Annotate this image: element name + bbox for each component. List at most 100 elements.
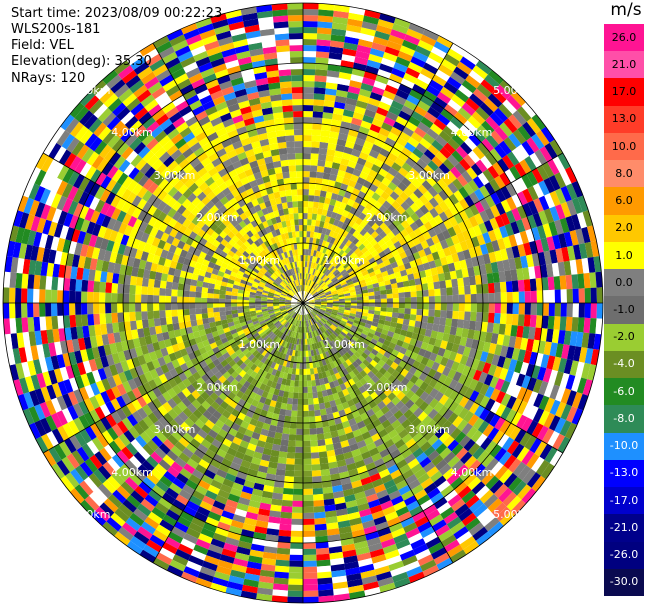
range-gate — [358, 336, 366, 343]
range-gate — [446, 76, 462, 90]
velocity-gates — [3, 3, 603, 603]
range-gate — [343, 327, 350, 333]
range-gate — [539, 444, 553, 460]
range-gate — [314, 75, 327, 83]
range-gate — [314, 69, 328, 77]
range-gate — [399, 251, 408, 260]
range-gate — [346, 134, 357, 144]
range-gate — [403, 99, 417, 111]
range-gate — [465, 238, 475, 250]
range-gate — [575, 258, 584, 275]
range-gate — [506, 303, 513, 314]
range-gate — [171, 289, 178, 297]
range-gate — [195, 291, 202, 298]
range-gate — [304, 285, 306, 292]
range-gate — [524, 291, 531, 303]
range-gate — [423, 246, 432, 256]
range-gate — [315, 286, 321, 291]
range-gate — [291, 518, 303, 525]
range-gate — [409, 314, 417, 321]
range-gate — [348, 363, 356, 371]
range-gate — [468, 378, 479, 391]
range-gate — [378, 392, 388, 401]
range-gate — [338, 304, 345, 308]
range-gate — [464, 137, 477, 151]
range-gate — [306, 292, 311, 299]
range-gate — [421, 180, 433, 191]
range-gate — [321, 317, 328, 322]
range-gate — [280, 439, 289, 447]
range-gate — [448, 216, 458, 227]
range-gate — [400, 329, 408, 337]
range-gate — [334, 345, 341, 352]
range-gate — [352, 361, 360, 369]
range-gate — [314, 316, 320, 322]
range-gate — [343, 273, 350, 279]
range-gate — [81, 279, 89, 292]
range-gate — [9, 272, 17, 288]
range-gate — [362, 303, 369, 307]
range-gate — [447, 182, 459, 194]
range-gate — [369, 183, 379, 193]
range-gate — [589, 318, 597, 334]
range-gate — [372, 355, 381, 364]
range-gate — [313, 105, 324, 113]
range-gate — [305, 273, 308, 280]
range-gate — [352, 344, 359, 352]
range-gate — [332, 307, 339, 311]
range-gate — [428, 303, 435, 310]
range-gate — [316, 553, 330, 561]
range-gate — [344, 140, 355, 149]
range-gate — [326, 70, 340, 78]
range-gate — [348, 235, 356, 243]
range-gate — [380, 191, 390, 201]
range-gate — [312, 292, 319, 297]
range-gate — [567, 345, 576, 361]
range-gate — [577, 393, 589, 411]
range-gate — [141, 294, 148, 303]
range-gate — [313, 307, 320, 312]
range-gate — [482, 293, 489, 303]
range-gate — [394, 157, 406, 168]
range-gate — [526, 171, 539, 186]
range-gate — [401, 39, 418, 51]
range-gate — [303, 219, 308, 226]
range-gate — [480, 437, 493, 451]
range-gate — [159, 287, 166, 296]
range-gate — [326, 148, 336, 157]
range-gate — [344, 36, 360, 45]
range-gate — [299, 368, 303, 375]
range-gate — [454, 162, 467, 175]
range-gate — [476, 142, 490, 156]
range-gate — [316, 171, 324, 179]
range-gate — [375, 246, 384, 254]
range-gate — [306, 267, 309, 274]
range-gate — [356, 303, 363, 307]
range-gate — [355, 311, 363, 316]
range-gate — [549, 399, 561, 416]
range-gate — [354, 182, 363, 191]
range-gate — [292, 506, 303, 513]
range-gate — [316, 286, 322, 292]
range-gate — [502, 154, 515, 169]
range-gate — [135, 276, 143, 287]
range-gate — [421, 315, 429, 323]
range-gate — [341, 329, 349, 335]
range-gate — [326, 235, 333, 243]
range-gate — [437, 91, 452, 104]
range-gate — [371, 375, 380, 384]
range-gate — [426, 419, 437, 431]
range-gate — [571, 181, 584, 198]
range-gate — [378, 281, 386, 287]
range-gate — [339, 202, 347, 210]
range-gate — [303, 33, 318, 40]
range-gate — [249, 300, 256, 303]
range-gate — [313, 269, 318, 276]
range-gate — [498, 323, 506, 335]
range-gate — [430, 423, 442, 435]
range-gate — [364, 9, 381, 19]
range-gate — [560, 303, 567, 317]
range-gate — [312, 488, 324, 495]
range-gate — [553, 276, 561, 290]
range-gate — [275, 559, 290, 567]
